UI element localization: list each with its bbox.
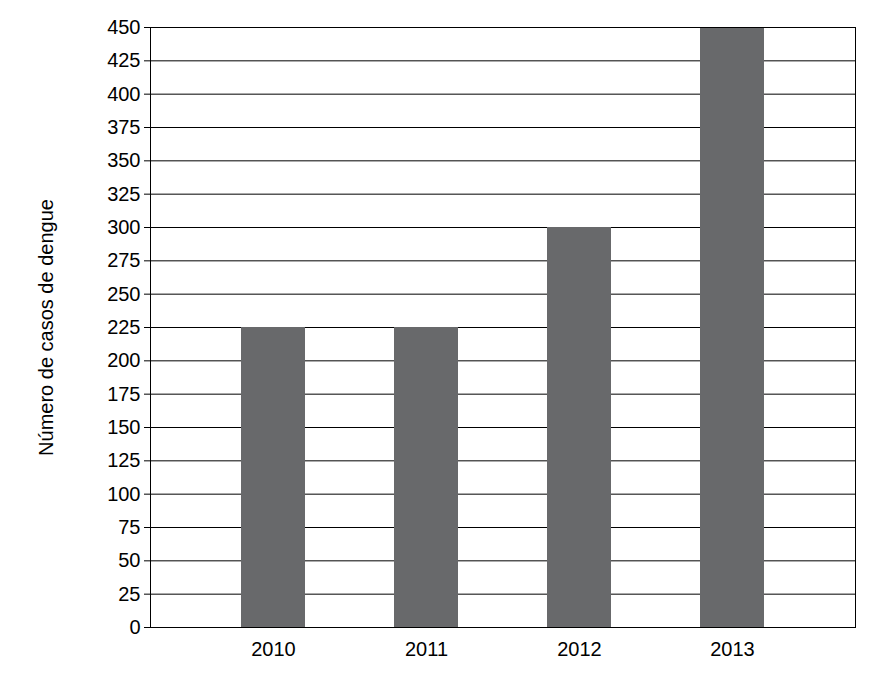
svg-text:225: 225 (107, 316, 140, 338)
svg-text:100: 100 (107, 483, 140, 505)
svg-text:2010: 2010 (251, 638, 296, 660)
svg-text:25: 25 (118, 583, 140, 605)
svg-text:400: 400 (107, 83, 140, 105)
svg-text:50: 50 (118, 549, 140, 571)
svg-text:250: 250 (107, 283, 140, 305)
svg-text:150: 150 (107, 416, 140, 438)
svg-text:0: 0 (129, 616, 140, 638)
svg-text:175: 175 (107, 383, 140, 405)
svg-text:425: 425 (107, 49, 140, 71)
svg-text:350: 350 (107, 149, 140, 171)
svg-text:125: 125 (107, 449, 140, 471)
svg-text:200: 200 (107, 349, 140, 371)
svg-text:75: 75 (118, 516, 140, 538)
svg-text:450: 450 (107, 16, 140, 38)
svg-text:275: 275 (107, 249, 140, 271)
svg-text:2012: 2012 (557, 638, 602, 660)
svg-text:375: 375 (107, 116, 140, 138)
svg-text:300: 300 (107, 216, 140, 238)
svg-text:2011: 2011 (405, 638, 448, 660)
svg-text:2013: 2013 (710, 638, 755, 660)
svg-text:325: 325 (107, 183, 140, 205)
svg-text:Número de casos de dengue: Número de casos de dengue (35, 199, 57, 456)
